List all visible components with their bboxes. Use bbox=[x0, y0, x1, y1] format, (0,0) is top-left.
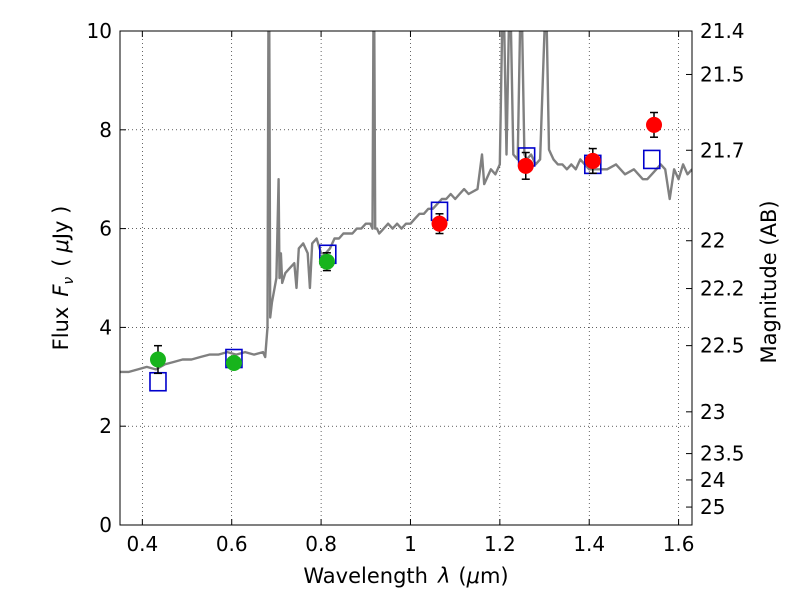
plot-frame bbox=[119, 30, 693, 526]
secondary-y-axis-label: Magnitude (AB) bbox=[757, 200, 781, 363]
mag-tick-label: 22 bbox=[700, 229, 725, 253]
y-tick-label: 4 bbox=[99, 315, 112, 339]
nir-photometry-point bbox=[646, 116, 663, 133]
model-photometry-square bbox=[149, 371, 167, 392]
optical-photometry-point bbox=[318, 253, 335, 270]
mag-tick-label: 23 bbox=[700, 400, 725, 424]
x-tick-label: 0.6 bbox=[216, 532, 248, 556]
spectrum-line bbox=[120, 31, 692, 374]
x-axis-label: Wavelength λ (μm) bbox=[303, 564, 508, 588]
nir-photometry-point bbox=[584, 152, 601, 169]
optical-photometry-point bbox=[225, 354, 242, 371]
model-spectrum bbox=[120, 31, 692, 374]
mag-tick-label: 21.5 bbox=[700, 62, 745, 86]
model-photometry-square bbox=[642, 149, 661, 170]
x-tick-label: 0.8 bbox=[305, 532, 337, 556]
mag-tick-label: 22.5 bbox=[700, 334, 745, 358]
nir-photometry-point bbox=[431, 215, 448, 232]
y-axis-label: FluxFν(μJy ) bbox=[49, 206, 77, 351]
mag-tick-label: 21.7 bbox=[700, 138, 745, 162]
mag-tick-label: 23.5 bbox=[700, 442, 745, 466]
optical-photometry-point bbox=[149, 351, 166, 368]
x-tick-label: 1 bbox=[404, 532, 417, 556]
x-tick-label: 1.2 bbox=[484, 532, 516, 556]
mag-tick-label: 25 bbox=[700, 495, 725, 519]
mag-tick-label: 24 bbox=[700, 468, 725, 492]
y-tick-label: 2 bbox=[99, 414, 112, 438]
mag-tick-label: 22.2 bbox=[700, 277, 745, 301]
y-tick-label: 6 bbox=[99, 217, 112, 241]
mag-tick-label: 21.4 bbox=[700, 19, 745, 43]
x-tick-label: 1.4 bbox=[573, 532, 605, 556]
grid-lines bbox=[120, 30, 692, 526]
x-tick-label: 0.4 bbox=[126, 532, 158, 556]
photometry-points bbox=[149, 111, 663, 392]
y-tick-label: 8 bbox=[99, 118, 112, 142]
nir-photometry-point bbox=[517, 157, 534, 174]
x-tick-label: 1.6 bbox=[663, 532, 695, 556]
y-tick-label: 0 bbox=[99, 513, 112, 537]
y-tick-label: 10 bbox=[87, 19, 112, 43]
